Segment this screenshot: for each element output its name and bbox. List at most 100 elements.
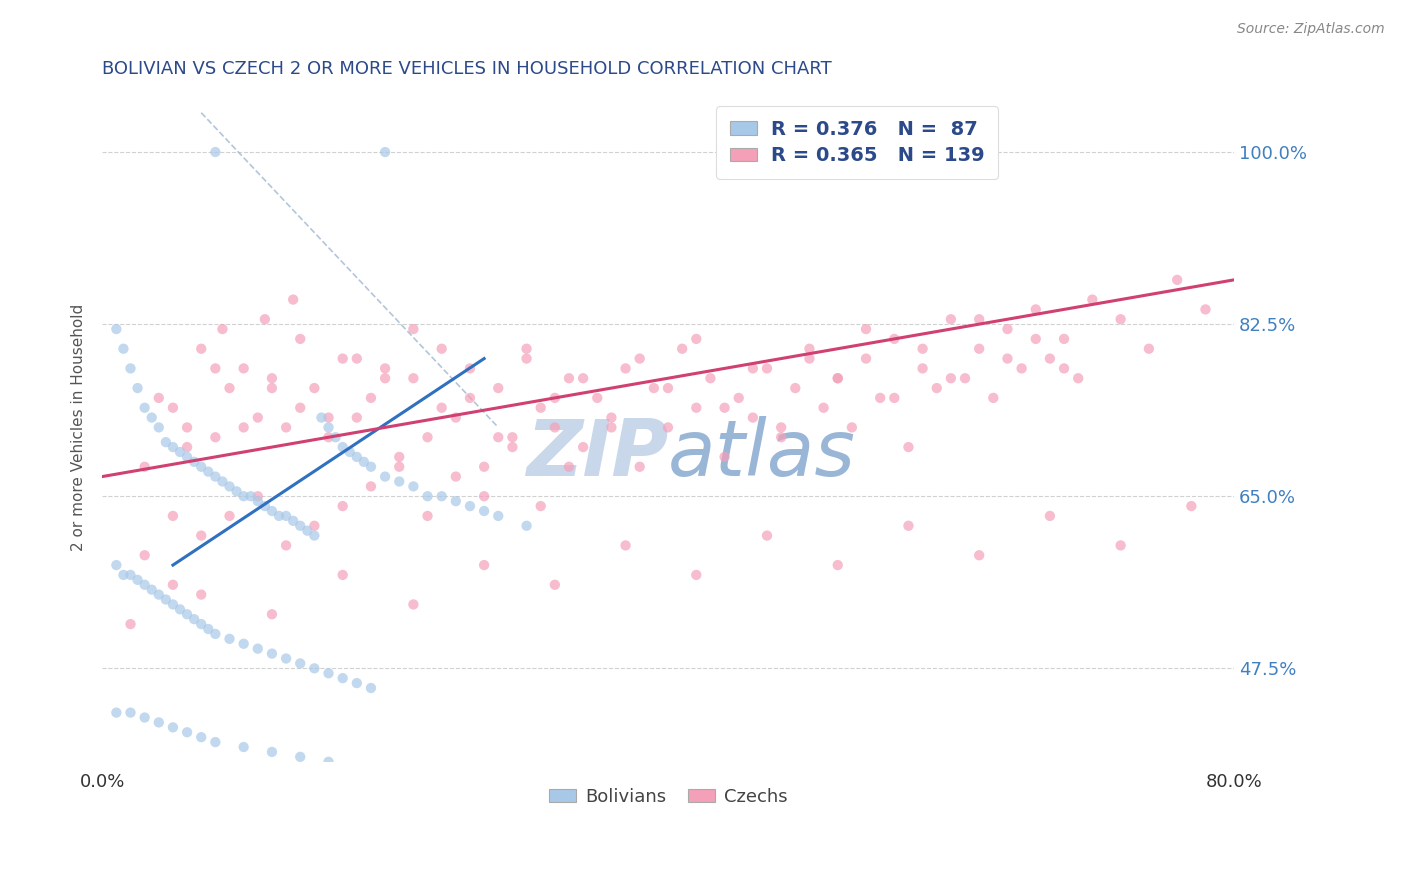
Point — [204, 361, 226, 376]
Point — [290, 518, 312, 533]
Point — [274, 651, 297, 665]
Point — [388, 475, 411, 489]
Point — [204, 430, 226, 444]
Point — [190, 528, 212, 542]
Point — [713, 450, 735, 464]
Point — [855, 322, 877, 336]
Point — [197, 622, 219, 636]
Point — [120, 706, 142, 720]
Point — [430, 342, 453, 356]
Point — [925, 381, 948, 395]
Point — [402, 479, 425, 493]
Point — [939, 371, 962, 385]
Point — [799, 351, 821, 366]
Point — [430, 401, 453, 415]
Point — [430, 489, 453, 503]
Point — [332, 351, 354, 366]
Point — [741, 361, 763, 376]
Point — [402, 371, 425, 385]
Point — [713, 401, 735, 415]
Point — [318, 420, 340, 434]
Point — [1039, 508, 1062, 523]
Point — [1039, 351, 1062, 366]
Point — [304, 528, 326, 542]
Point — [232, 361, 254, 376]
Point — [304, 661, 326, 675]
Point — [1081, 293, 1104, 307]
Point — [311, 410, 333, 425]
Point — [162, 720, 184, 734]
Point — [260, 381, 283, 395]
Point — [162, 508, 184, 523]
Point — [516, 342, 538, 356]
Point — [246, 489, 269, 503]
Point — [148, 420, 170, 434]
Point — [218, 508, 240, 523]
Text: BOLIVIAN VS CZECH 2 OR MORE VEHICLES IN HOUSEHOLD CORRELATION CHART: BOLIVIAN VS CZECH 2 OR MORE VEHICLES IN … — [103, 60, 832, 78]
Point — [318, 430, 340, 444]
Point — [183, 455, 205, 469]
Point — [657, 420, 679, 434]
Point — [176, 725, 198, 739]
Text: ZIP: ZIP — [526, 417, 668, 492]
Point — [346, 450, 368, 464]
Point — [883, 391, 905, 405]
Point — [353, 455, 375, 469]
Point — [162, 401, 184, 415]
Point — [360, 681, 382, 695]
Point — [332, 568, 354, 582]
Point — [699, 371, 721, 385]
Point — [544, 391, 567, 405]
Point — [318, 410, 340, 425]
Point — [176, 420, 198, 434]
Point — [360, 391, 382, 405]
Point — [190, 342, 212, 356]
Point — [374, 469, 396, 483]
Point — [727, 391, 749, 405]
Point — [827, 371, 849, 385]
Point — [148, 588, 170, 602]
Point — [260, 745, 283, 759]
Point — [283, 293, 305, 307]
Point — [232, 489, 254, 503]
Point — [1194, 302, 1216, 317]
Point — [148, 391, 170, 405]
Point — [444, 410, 467, 425]
Point — [628, 459, 651, 474]
Point — [204, 469, 226, 483]
Point — [246, 410, 269, 425]
Point — [516, 518, 538, 533]
Point — [204, 627, 226, 641]
Y-axis label: 2 or more Vehicles in Household: 2 or more Vehicles in Household — [72, 304, 86, 551]
Point — [253, 312, 276, 326]
Point — [169, 602, 191, 616]
Point — [997, 322, 1019, 336]
Point — [756, 528, 779, 542]
Point — [162, 598, 184, 612]
Point — [1053, 332, 1076, 346]
Point — [741, 410, 763, 425]
Point — [374, 371, 396, 385]
Point — [472, 459, 495, 474]
Point — [472, 558, 495, 573]
Point — [267, 508, 290, 523]
Point — [756, 361, 779, 376]
Point — [332, 671, 354, 685]
Point — [939, 312, 962, 326]
Point — [274, 420, 297, 434]
Point — [134, 578, 156, 592]
Point — [997, 351, 1019, 366]
Point — [274, 538, 297, 552]
Point — [458, 499, 481, 513]
Point — [197, 465, 219, 479]
Point — [141, 582, 163, 597]
Point — [501, 430, 523, 444]
Point — [770, 430, 793, 444]
Point — [325, 430, 347, 444]
Point — [600, 420, 623, 434]
Point — [134, 710, 156, 724]
Point — [911, 342, 934, 356]
Point — [346, 410, 368, 425]
Point — [785, 381, 807, 395]
Point — [183, 612, 205, 626]
